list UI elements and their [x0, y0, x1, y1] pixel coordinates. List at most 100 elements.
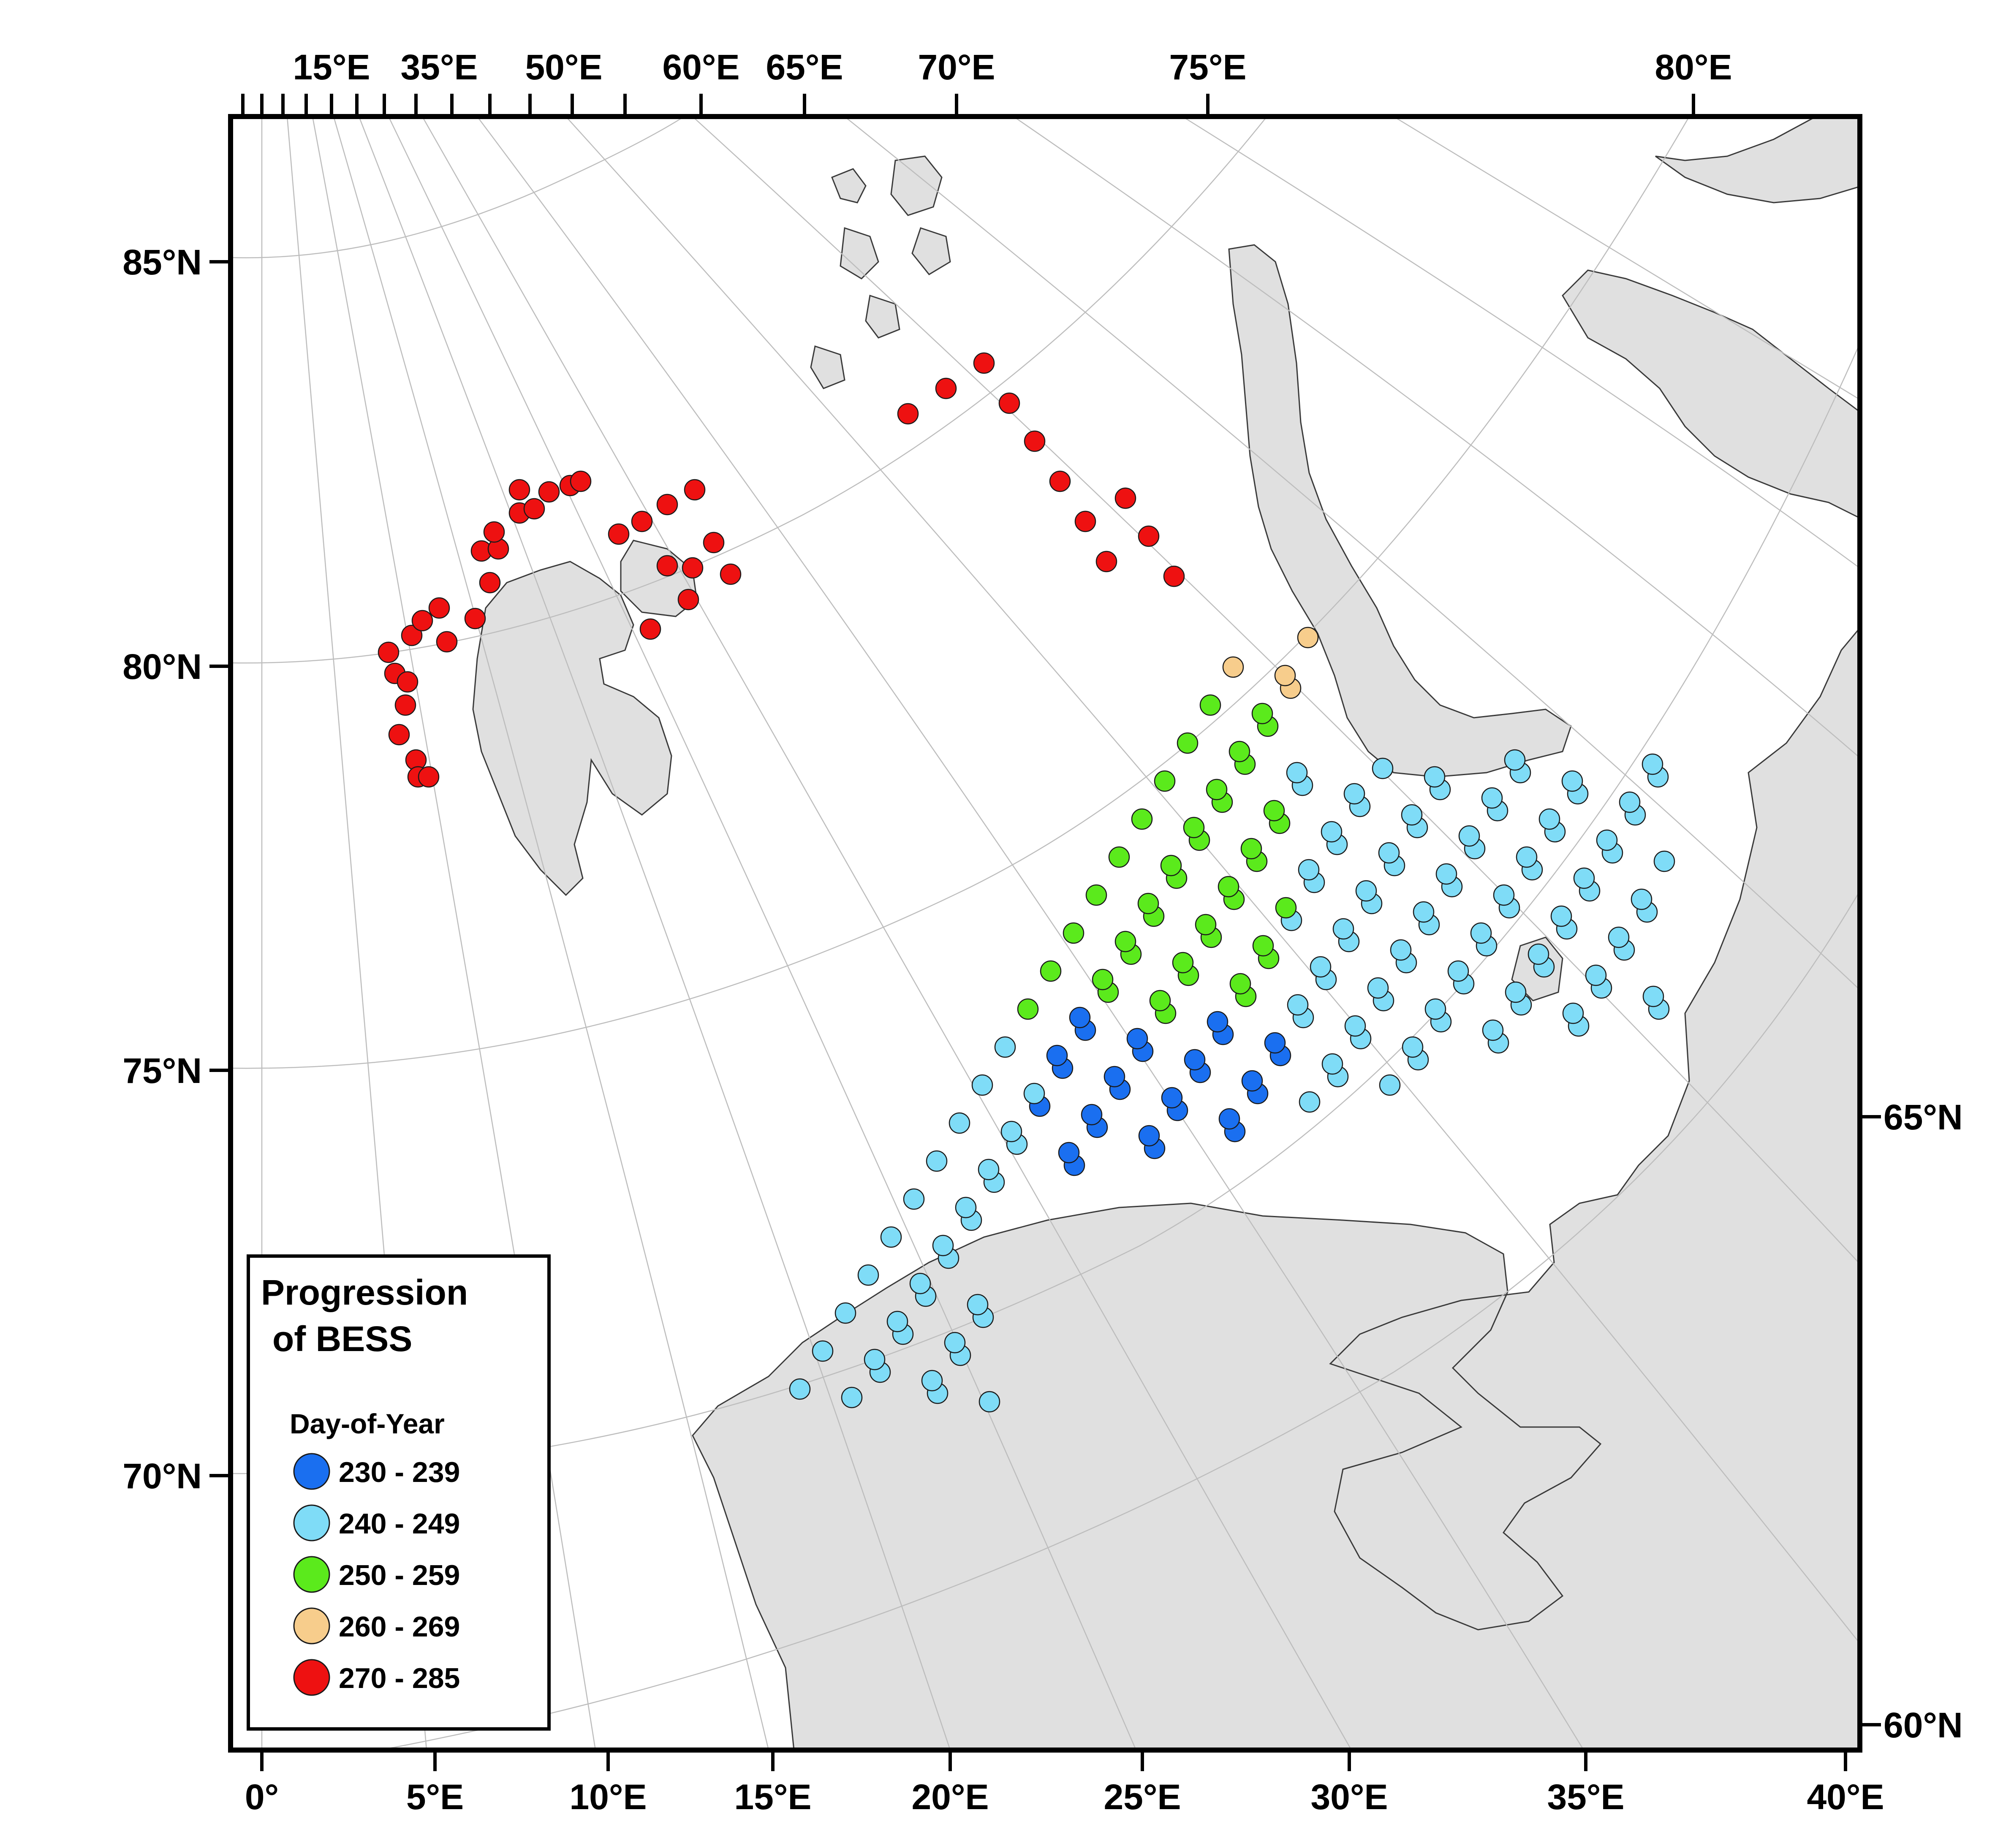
bottom-lon-label: 40°E	[1807, 1777, 1884, 1817]
station-point	[1470, 922, 1492, 944]
meridian-55e	[1013, 117, 1860, 759]
station-point	[1287, 994, 1309, 1016]
left-lat-label: 80°N	[122, 647, 202, 687]
station-point	[1131, 808, 1153, 830]
legend-swatch	[293, 1556, 330, 1593]
legend-item-label: 250 - 259	[339, 1559, 460, 1591]
station-point	[1000, 1121, 1022, 1142]
station-point	[834, 1302, 856, 1324]
station-point	[1206, 779, 1228, 801]
land-svalbard	[472, 561, 672, 896]
meridian-25e	[388, 117, 1137, 1750]
station-point	[1310, 956, 1332, 978]
station-point	[1241, 1070, 1263, 1092]
station-point	[1138, 1125, 1160, 1147]
station-point	[812, 1340, 834, 1362]
station-point	[1435, 863, 1457, 885]
station-point	[1161, 1087, 1183, 1109]
station-point	[1199, 694, 1221, 716]
station-point	[464, 608, 486, 630]
station-point	[909, 1273, 931, 1294]
legend-item: 260 - 269	[293, 1607, 460, 1644]
legend-item-label: 260 - 269	[339, 1611, 460, 1643]
station-point	[483, 521, 505, 543]
station-point	[1298, 859, 1320, 881]
station-point	[1653, 850, 1675, 872]
station-point	[1481, 787, 1503, 809]
top-lon-label: 15°E	[293, 47, 370, 87]
meridian-60e	[1182, 117, 1860, 569]
station-point	[720, 563, 742, 585]
station-point	[1160, 855, 1182, 877]
station-point	[932, 1235, 954, 1256]
station-point	[1321, 821, 1343, 843]
bottom-lon-label: 5°E	[406, 1777, 464, 1817]
station-point	[1163, 565, 1185, 587]
station-point	[1585, 964, 1607, 986]
parallel-80n	[231, 117, 1267, 664]
station-point	[1184, 1049, 1206, 1071]
station-point	[1619, 791, 1641, 813]
station-point	[1642, 753, 1663, 775]
station-point	[1177, 732, 1199, 754]
top-lon-label: 60°E	[662, 47, 739, 87]
station-point	[1642, 985, 1664, 1007]
station-point	[1063, 922, 1084, 944]
top-lon-label: 50°E	[525, 47, 602, 87]
station-point	[857, 1264, 879, 1286]
station-point	[1137, 893, 1159, 915]
station-point	[1299, 1091, 1321, 1113]
legend-item: 250 - 259	[293, 1556, 460, 1593]
station-point	[1343, 783, 1365, 805]
station-point	[1482, 1019, 1504, 1041]
station-point	[978, 1159, 1000, 1180]
meridian-10e	[312, 117, 596, 1750]
left-lat-label: 75°N	[122, 1051, 202, 1091]
station-point	[967, 1294, 989, 1316]
station-point	[418, 766, 440, 788]
station-point	[411, 610, 433, 632]
station-point	[1103, 1066, 1125, 1088]
legend-item: 240 - 249	[293, 1504, 460, 1541]
station-point	[1505, 981, 1527, 1003]
land-yamal	[1562, 269, 1860, 519]
parallel-65n	[380, 890, 1860, 1750]
station-point	[1058, 1142, 1080, 1164]
meridian-20e	[358, 117, 951, 1750]
station-point	[1367, 977, 1389, 999]
station-point	[1538, 808, 1560, 830]
station-point	[570, 470, 592, 492]
bottom-lon-label: 25°E	[1103, 1777, 1181, 1817]
station-point	[1081, 1104, 1103, 1126]
station-point	[682, 557, 704, 579]
station-point	[401, 624, 423, 646]
meridian-50e	[844, 117, 1860, 991]
station-point	[971, 1074, 993, 1096]
station-point	[1138, 525, 1160, 547]
station-point	[1378, 842, 1400, 864]
station-point	[1240, 838, 1262, 860]
top-lon-label: 80°E	[1655, 47, 1732, 87]
bottom-lon-label: 10°E	[569, 1777, 647, 1817]
station-point	[1504, 749, 1526, 771]
bottom-lon-label: 30°E	[1310, 1777, 1388, 1817]
station-point	[1550, 905, 1572, 927]
station-point	[841, 1387, 863, 1408]
station-point	[1424, 998, 1446, 1020]
legend-title-line1: Progression	[261, 1273, 468, 1312]
station-point	[1274, 665, 1296, 687]
station-point	[1447, 960, 1469, 982]
station-point	[935, 377, 957, 399]
left-lat-label: 85°N	[122, 242, 202, 282]
right-lat-labels: 65°N 60°N	[1884, 1097, 1963, 1745]
station-point	[1332, 918, 1354, 940]
station-point	[703, 532, 725, 554]
station-point	[1401, 804, 1423, 826]
land-franz-josef	[810, 155, 951, 389]
station-point	[1596, 829, 1618, 851]
station-point	[436, 631, 458, 653]
land-scandinavia-russia	[692, 627, 1860, 1750]
legend-swatch	[293, 1504, 330, 1541]
station-point	[608, 523, 630, 545]
station-point	[994, 1036, 1016, 1058]
